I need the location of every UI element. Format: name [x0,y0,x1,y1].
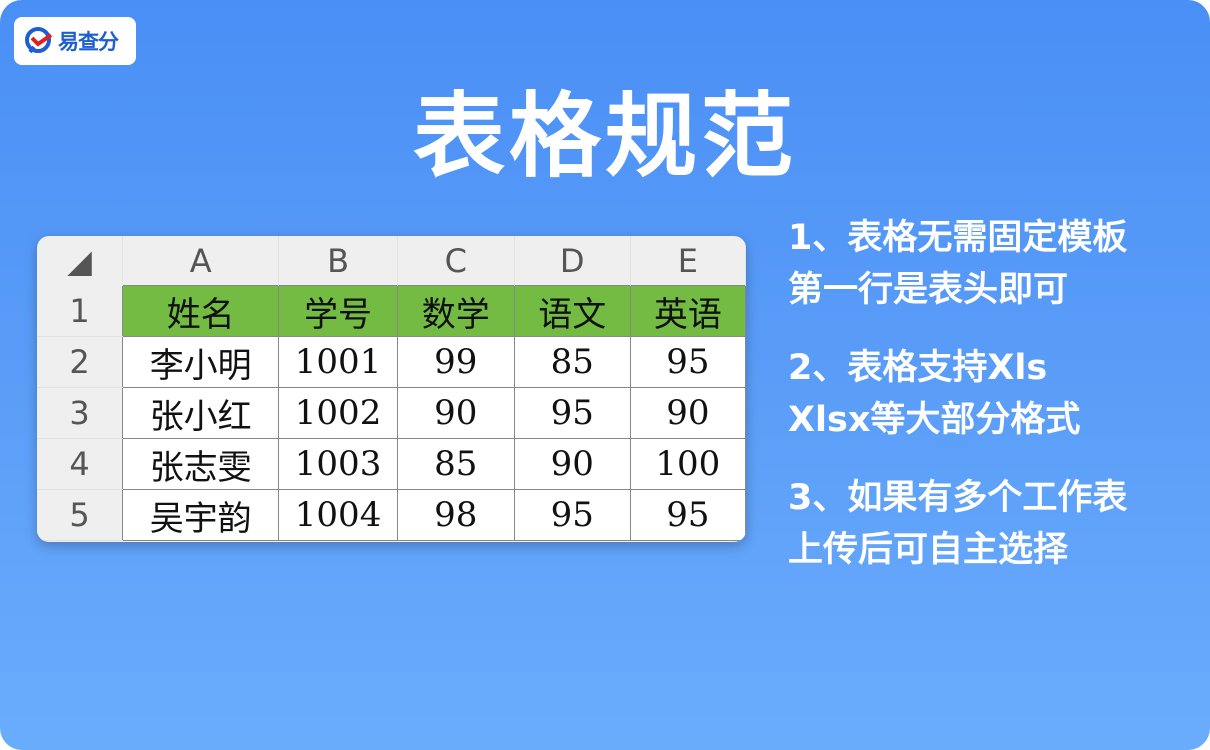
column-header-row: ◢ A B C D E [37,236,746,286]
column-header: D [514,236,631,286]
row-number: 1 [37,285,123,337]
cell: 李小明 [122,336,280,388]
note-line: Xlsx等大部分格式 [788,400,1081,440]
cell: 85 [396,438,515,490]
column-header: E [630,236,746,286]
cell: 100 [629,438,746,490]
note-line: 第一行是表头即可 [788,270,1069,310]
cell: 95 [629,489,746,541]
select-all-corner-icon: ◢ [37,236,124,286]
spreadsheet-preview: ◢ A B C D E 1 姓名 学号 数学 语文 英语 2 李小明 1001 … [37,236,746,542]
note-2: 2、表格支持Xls Xlsx等大部分格式 [788,342,1127,446]
logo: 易查分 [14,17,136,65]
header-cell: 英语 [629,285,746,337]
header-cell: 学号 [278,285,398,337]
cell: 95 [513,387,631,439]
table-row: 4 张志雯 1003 85 90 100 [37,438,746,490]
cell: 95 [513,489,631,541]
note-line: 上传后可自主选择 [788,530,1069,570]
table-row: 3 张小红 1002 90 95 90 [37,387,746,439]
header-cell: 姓名 [122,285,280,337]
note-line: 2、表格支持Xls [788,348,1048,388]
cell: 95 [629,336,746,388]
cell: 90 [629,387,746,439]
header-cell: 数学 [396,285,515,337]
cell: 1001 [278,336,398,388]
table-header-row: 1 姓名 学号 数学 语文 英语 [37,285,746,337]
cell: 吴宇韵 [122,489,280,541]
row-number: 5 [37,489,123,541]
cell: 张小红 [122,387,280,439]
note-line: 3、如果有多个工作表 [788,478,1128,518]
cell: 98 [396,489,515,541]
page-title: 表格规范 [412,83,797,190]
notes: 1、表格无需固定模板 第一行是表头即可 2、表格支持Xls Xlsx等大部分格式… [788,212,1127,602]
cell: 张志雯 [122,438,280,490]
cell: 90 [396,387,515,439]
row-number: 4 [37,438,123,490]
column-header: C [397,236,515,286]
column-header: B [278,236,398,286]
cell: 1002 [278,387,398,439]
cell: 1004 [278,489,398,541]
logo-text: 易查分 [58,30,119,54]
column-header: A [122,236,280,286]
cell: 99 [396,336,515,388]
note-3: 3、如果有多个工作表 上传后可自主选择 [788,472,1127,576]
table-row: 2 李小明 1001 99 85 95 [37,336,746,388]
cell: 90 [513,438,631,490]
row-number: 3 [37,387,123,439]
row-number: 2 [37,336,123,388]
note-1: 1、表格无需固定模板 第一行是表头即可 [788,212,1127,316]
header-cell: 语文 [513,285,631,337]
cell: 85 [513,336,631,388]
logo-check-icon [25,27,53,54]
table-row: 5 吴宇韵 1004 98 95 95 [37,489,746,541]
cell: 1003 [278,438,398,490]
note-line: 1、表格无需固定模板 [788,218,1128,258]
